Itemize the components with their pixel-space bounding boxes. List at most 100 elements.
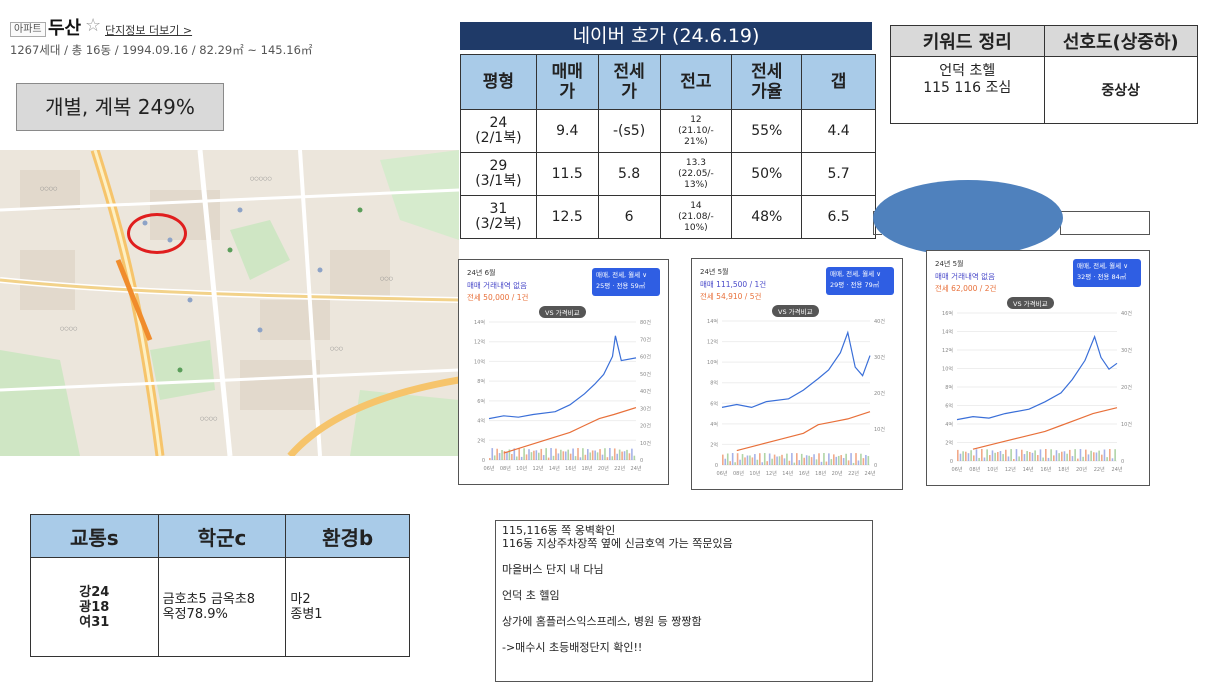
y-tick-label: 8억 bbox=[945, 384, 953, 391]
col-header: 전고 bbox=[659, 54, 733, 110]
cell-type: 31 (3/2복) bbox=[460, 195, 537, 239]
volume-bar bbox=[1071, 456, 1074, 461]
col-header: 전세 가율 bbox=[731, 54, 803, 110]
volume-bar bbox=[867, 456, 870, 465]
memo-line: ->매수시 초등배정단지 확인!! bbox=[502, 641, 643, 654]
volume-bar bbox=[763, 453, 766, 465]
chart-filter-tag[interactable]: 매매, 전세, 월세 ∨ 25평 · 전용 59㎡ bbox=[592, 268, 660, 296]
volume-bar bbox=[783, 458, 786, 465]
map-view[interactable]: ○○○○ ○○○○○ ○○○ ○○○○ ○○○○ ○○○ bbox=[0, 150, 459, 456]
volume-bar bbox=[577, 448, 579, 460]
volume-bar bbox=[1018, 456, 1020, 461]
volume-bar bbox=[818, 453, 820, 465]
y-tick-label: 10억 bbox=[474, 358, 485, 365]
y-tick-label: 6억 bbox=[477, 398, 485, 405]
chart-size-label: 29평 · 전용 79㎡ bbox=[830, 281, 880, 289]
y-tick-label: 16억 bbox=[942, 310, 953, 317]
volume-bar bbox=[513, 448, 516, 460]
sale-price-line bbox=[956, 334, 1118, 421]
traffic-value: 강24 광18 여31 bbox=[30, 557, 159, 657]
y2-tick-label: 40건 bbox=[874, 318, 885, 325]
volume-bar bbox=[810, 457, 813, 465]
volume-bar bbox=[589, 452, 592, 460]
empty-box bbox=[1060, 211, 1150, 235]
chart-jeonse-summary: 전세 62,000 / 2건 bbox=[935, 284, 997, 293]
y-tick-label: 4억 bbox=[710, 421, 718, 428]
volume-bar bbox=[574, 456, 577, 460]
volume-bar bbox=[788, 460, 791, 465]
x-tick-label: 24년 bbox=[1112, 466, 1123, 473]
volume-bar bbox=[781, 454, 783, 465]
y-tick-label: 14억 bbox=[474, 319, 485, 326]
volume-bar bbox=[550, 448, 552, 460]
y-tick-label: 0 bbox=[715, 463, 718, 469]
vs-compare-button[interactable]: VS 가격비교 bbox=[772, 305, 819, 317]
cell-sale: 9.4 bbox=[535, 109, 599, 153]
volume-bar bbox=[569, 453, 572, 460]
volume-bar bbox=[1039, 449, 1042, 461]
more-info-link[interactable]: 단지정보 더보기 > bbox=[105, 24, 193, 37]
apt-name: 두산 bbox=[48, 18, 82, 39]
volume-bar bbox=[1005, 449, 1007, 461]
vs-compare-button[interactable]: VS 가격비교 bbox=[1007, 297, 1054, 309]
volume-bar bbox=[973, 455, 975, 461]
vs-compare-button[interactable]: VS 가격비교 bbox=[539, 306, 586, 318]
volume-bar bbox=[828, 453, 830, 465]
sale-price-line bbox=[721, 330, 871, 409]
volume-bar bbox=[493, 455, 496, 460]
volume-bar bbox=[1103, 449, 1106, 461]
volume-bar bbox=[1106, 457, 1108, 461]
volume-bar bbox=[591, 450, 594, 460]
blue-ellipse-shape bbox=[873, 180, 1063, 256]
x-tick-label: 12년 bbox=[533, 465, 544, 472]
volume-bar bbox=[626, 449, 628, 460]
volume-bar bbox=[855, 453, 857, 465]
volume-bar bbox=[579, 457, 582, 460]
volume-bar bbox=[623, 451, 626, 460]
chart-month: 24년 5월 bbox=[935, 260, 964, 268]
price-chart-card-32: 16억 14억 12억 10억 8억 6억 4억 2억 0 40건 30건 20건 10건 0 06년 08년… bbox=[926, 250, 1150, 486]
volume-bar bbox=[584, 454, 587, 460]
y2-tick-label: 0 bbox=[640, 458, 643, 464]
x-tick-label: 20년 bbox=[598, 465, 609, 472]
y2-tick-label: 70건 bbox=[640, 336, 651, 343]
volume-bar bbox=[1069, 449, 1071, 461]
volume-bar bbox=[1098, 450, 1100, 461]
svg-text:○○○○: ○○○○ bbox=[200, 416, 217, 422]
volume-bar bbox=[523, 448, 525, 460]
keyword-header: 키워드 정리 bbox=[890, 25, 1045, 57]
y2-tick-label: 80건 bbox=[640, 319, 651, 326]
volume-bar bbox=[825, 461, 828, 465]
volume-bar bbox=[741, 454, 744, 465]
chart-filter-tag[interactable]: 매매, 전세, 월세 ∨ 29평 · 전용 79㎡ bbox=[826, 267, 894, 295]
volume-bar bbox=[564, 451, 567, 460]
y2-tick-label: 40건 bbox=[640, 388, 651, 395]
volume-bar bbox=[1055, 450, 1058, 461]
cell-type: 24 (2/1복) bbox=[460, 109, 537, 153]
svg-text:○○○: ○○○ bbox=[330, 346, 343, 352]
volume-bar bbox=[1015, 449, 1018, 461]
volume-bar bbox=[515, 456, 518, 460]
volume-bar bbox=[991, 450, 994, 461]
volume-bar bbox=[1026, 451, 1028, 461]
volume-bar bbox=[768, 453, 771, 465]
volume-bar bbox=[850, 453, 852, 465]
keyword-text: 언덕 초헬 115 116 조심 bbox=[890, 56, 1045, 124]
volume-bar bbox=[1077, 458, 1079, 461]
favorite-star-icon[interactable]: ☆ bbox=[85, 15, 102, 36]
cell-sale: 11.5 bbox=[535, 152, 599, 196]
svg-text:○○○○: ○○○○ bbox=[60, 326, 77, 332]
volume-bar bbox=[1061, 451, 1063, 461]
volume-bar bbox=[631, 448, 633, 460]
chart-filter-tag[interactable]: 매매, 전세, 월세 ∨ 32평 · 전용 84㎡ bbox=[1073, 259, 1141, 287]
volume-bar bbox=[1111, 458, 1114, 461]
volume-bar bbox=[852, 462, 855, 465]
x-tick-label: 06년 bbox=[717, 470, 728, 477]
chart-filter-label: 매매, 전세, 월세 ∨ bbox=[830, 270, 881, 278]
volume-bar bbox=[508, 449, 511, 460]
volume-bar bbox=[1013, 458, 1015, 461]
volume-bar bbox=[739, 459, 741, 465]
volume-bar bbox=[729, 461, 731, 465]
volume-bar bbox=[865, 454, 867, 465]
